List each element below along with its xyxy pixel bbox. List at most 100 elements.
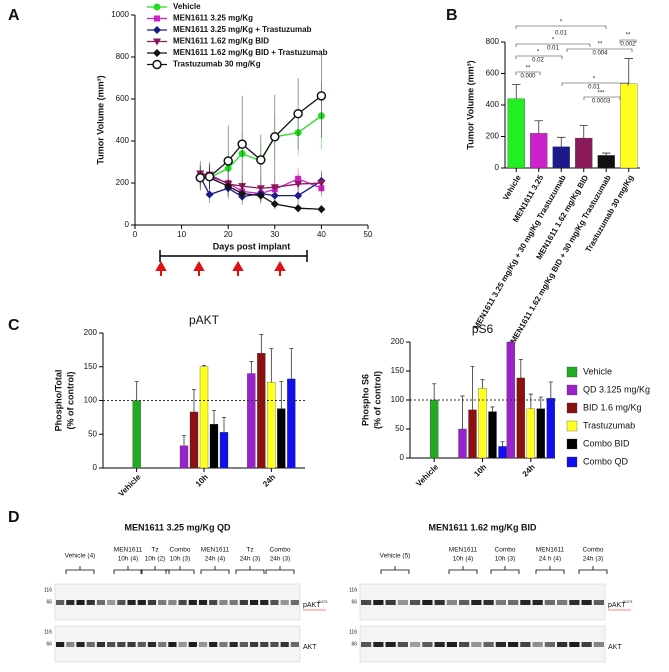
y-tick-label: 200	[116, 178, 130, 187]
y-tick-label: 0	[400, 453, 405, 462]
bar	[189, 411, 199, 469]
blot-band	[137, 642, 146, 647]
group-label: 24h (3)	[270, 556, 291, 563]
blot-band	[385, 600, 396, 605]
bar	[575, 137, 593, 169]
blot-band	[410, 600, 421, 605]
y-tick-label: 150	[391, 366, 405, 375]
legend-label: MEN1611 3.25 mg/Kg	[173, 14, 253, 23]
significance-label: 0.000	[520, 74, 536, 80]
mw-marker: 66	[351, 599, 357, 605]
blot-band	[168, 642, 177, 647]
error-bar	[269, 348, 274, 383]
marker	[294, 181, 303, 189]
bar	[132, 400, 141, 469]
band-label: AKT	[608, 644, 622, 651]
blot-band	[260, 642, 269, 647]
x-tick-label: MEN1611 3.25 mg/Kg + 30 mg/Kg Trastuzuma…	[472, 173, 568, 331]
group-label: MEN1611	[536, 547, 565, 554]
blot-band	[117, 642, 126, 647]
bar	[277, 408, 286, 469]
bar	[597, 155, 615, 169]
panel-label: A	[8, 7, 20, 24]
panel-label: C	[8, 317, 20, 334]
significance-bracket	[515, 71, 541, 75]
marker	[293, 108, 303, 119]
dosing-arrows	[155, 260, 286, 276]
blot-band	[422, 642, 433, 647]
panel-label: B	[446, 7, 458, 24]
group-label: MEN1611	[114, 547, 143, 554]
group-bracket	[65, 566, 95, 574]
marker	[153, 26, 161, 34]
y-tick-label: 600	[116, 94, 130, 103]
blot-band	[459, 600, 470, 605]
blot-band	[581, 600, 592, 605]
blot-band	[178, 600, 187, 605]
blot-band	[127, 600, 136, 605]
blot-band	[117, 600, 126, 605]
y-tick-label: 150	[84, 362, 98, 371]
bar	[536, 408, 545, 459]
bar	[287, 378, 296, 469]
legend-label: Trastuzumab 30 mg/Kg	[173, 60, 261, 69]
error-bar	[202, 365, 206, 367]
blot-band	[373, 600, 384, 605]
legend-swatch	[566, 384, 578, 396]
bar	[546, 398, 555, 459]
group-label: 10h (3)	[170, 556, 191, 563]
group-bracket	[578, 566, 608, 574]
marker	[205, 190, 214, 199]
marker	[256, 191, 265, 200]
blot-band	[446, 642, 457, 647]
blot-strip	[359, 625, 606, 663]
blot-band	[520, 600, 531, 605]
bar	[179, 445, 189, 469]
blot-band	[459, 642, 470, 647]
error-bar	[624, 58, 633, 84]
blot-title: MEN1611 3.25 mg/Kg QD	[124, 522, 231, 532]
significance-label: **	[626, 33, 631, 39]
blot-band	[209, 642, 218, 647]
blot-strip	[54, 583, 301, 621]
y-tick-label: 200	[391, 337, 405, 346]
marker	[317, 180, 326, 187]
blot-band	[520, 642, 531, 647]
error-bar	[212, 410, 216, 425]
bar	[526, 408, 535, 459]
marker	[154, 15, 160, 22]
marker	[153, 38, 161, 46]
bar	[430, 399, 439, 459]
y-tick-label: 200	[84, 328, 98, 337]
y-tick-label: 100	[84, 396, 98, 405]
marker	[153, 49, 161, 57]
legend-swatch	[566, 438, 578, 450]
y-axis-label: (% of control)	[65, 372, 75, 430]
blot-band	[147, 642, 157, 647]
bar	[219, 432, 229, 469]
group-label: 24h (3)	[583, 556, 604, 563]
significance-bracket	[566, 48, 633, 52]
blot-band	[446, 600, 457, 605]
blot-band	[508, 642, 519, 647]
blot-band	[239, 642, 248, 647]
blot-band	[56, 600, 65, 605]
y-tick-label: 200	[486, 132, 500, 141]
error-bar	[182, 435, 186, 446]
mw-marker: 116	[349, 587, 357, 593]
legend-swatch	[566, 402, 578, 414]
group-label: 24h (3)	[240, 556, 261, 563]
blot-band	[483, 642, 494, 647]
blot-band	[229, 642, 238, 647]
blot-band	[422, 600, 433, 605]
blot-band	[361, 600, 372, 605]
blot-band	[219, 642, 228, 647]
x-tick-label: 0	[133, 230, 138, 239]
y-tick-label: 50	[88, 429, 97, 438]
marker	[316, 91, 327, 101]
blot-band	[361, 642, 372, 647]
blot-band	[471, 600, 482, 605]
blot-band	[532, 642, 543, 647]
blot-band	[569, 642, 580, 647]
significance-bracket	[515, 25, 607, 29]
